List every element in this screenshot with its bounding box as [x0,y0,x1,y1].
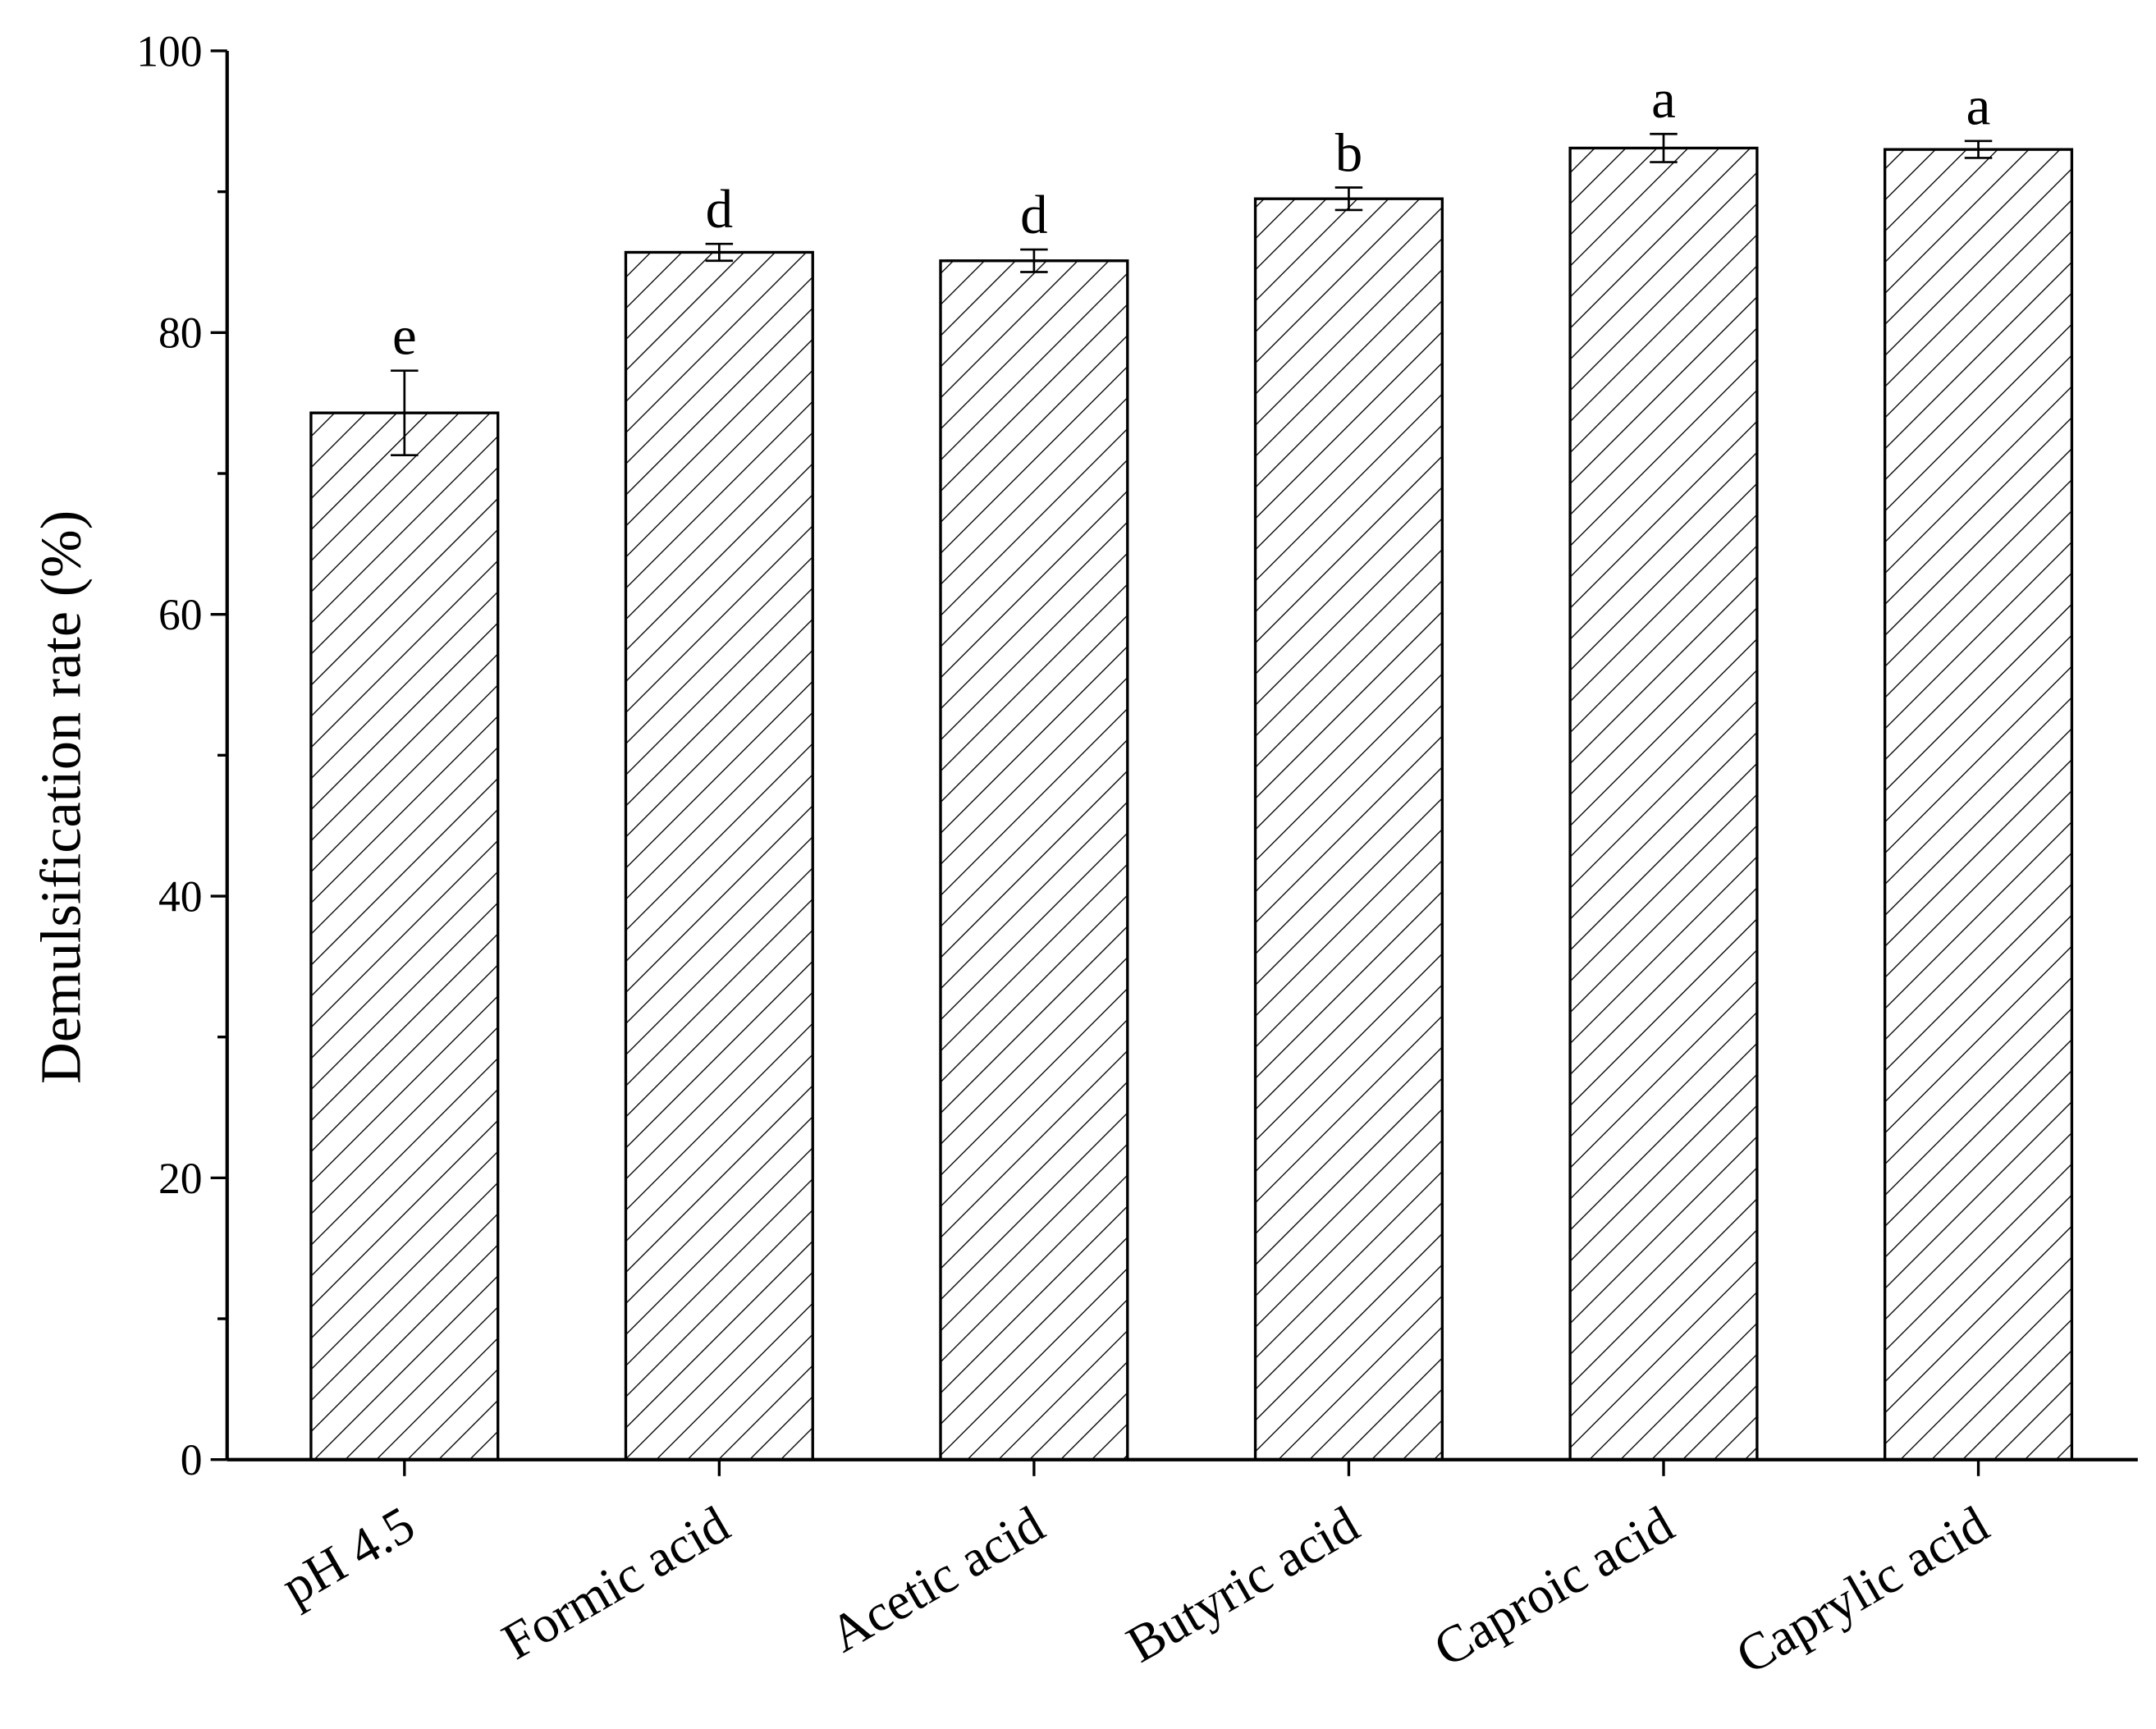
y-tick-label: 20 [158,1154,203,1203]
y-tick-label: 60 [158,590,203,639]
error-bar [1964,140,1993,159]
significance-label: e [392,306,417,367]
significance-label: a [1966,76,1991,137]
bar [1883,148,2074,1461]
error-bar [1650,132,1678,163]
significance-label: a [1651,69,1676,130]
y-axis-label: Demulsification rate (%) [30,510,94,1084]
bar [309,411,500,1461]
x-tick-label: Acetic acid [820,1494,1054,1663]
significance-label: d [1020,185,1047,245]
bar [939,259,1129,1461]
x-tick-label: Caproic acid [1424,1494,1683,1677]
error-bar [1020,248,1048,273]
significance-label: d [706,179,733,240]
y-tick-label: 0 [181,1435,203,1484]
error-bar [391,369,419,457]
y-tick-label: 80 [158,309,203,358]
bar [1253,197,1444,1461]
bar [624,250,814,1461]
error-bar [705,242,734,263]
x-tick-label: Butyric acid [1117,1494,1368,1673]
y-tick-label: 100 [136,26,202,75]
y-tick-label: 40 [158,871,203,921]
x-tick-label: Caprylic acid [1727,1494,1998,1685]
x-tick-label: Formic acid [492,1494,739,1670]
bar [1568,146,1759,1461]
significance-label: b [1335,122,1363,183]
x-tick-label: pH 4.5 [272,1494,423,1616]
error-bar [1334,186,1363,212]
